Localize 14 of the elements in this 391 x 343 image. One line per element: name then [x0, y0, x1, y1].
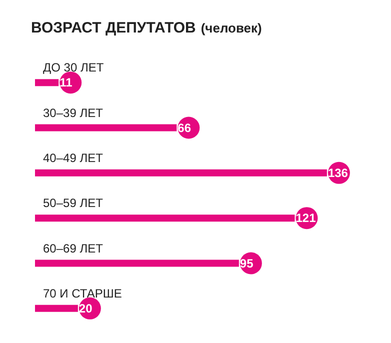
- y-tick-label: 30–39 ЛЕТ: [43, 106, 104, 120]
- y-tick-label: 40–49 ЛЕТ: [43, 150, 104, 165]
- data-label: 136: [328, 166, 348, 180]
- chart-subtitle: (человек): [200, 20, 262, 36]
- y-tick-label: 70 И СТАРШЕ: [43, 286, 122, 300]
- y-tick-label: 60–69 ЛЕТ: [43, 241, 104, 256]
- data-label: 20: [78, 301, 93, 316]
- chart-title: ВОЗРАСТ ДЕПУТАТОВ: [31, 20, 196, 36]
- data-label: 95: [240, 256, 254, 270]
- y-tick-label: 50–59 ЛЕТ: [43, 196, 104, 210]
- data-label: 11: [60, 76, 73, 90]
- data-label: 121: [296, 211, 316, 226]
- data-label: 66: [178, 120, 192, 135]
- y-tick-label: ДО 30 ЛЕТ: [43, 60, 104, 75]
